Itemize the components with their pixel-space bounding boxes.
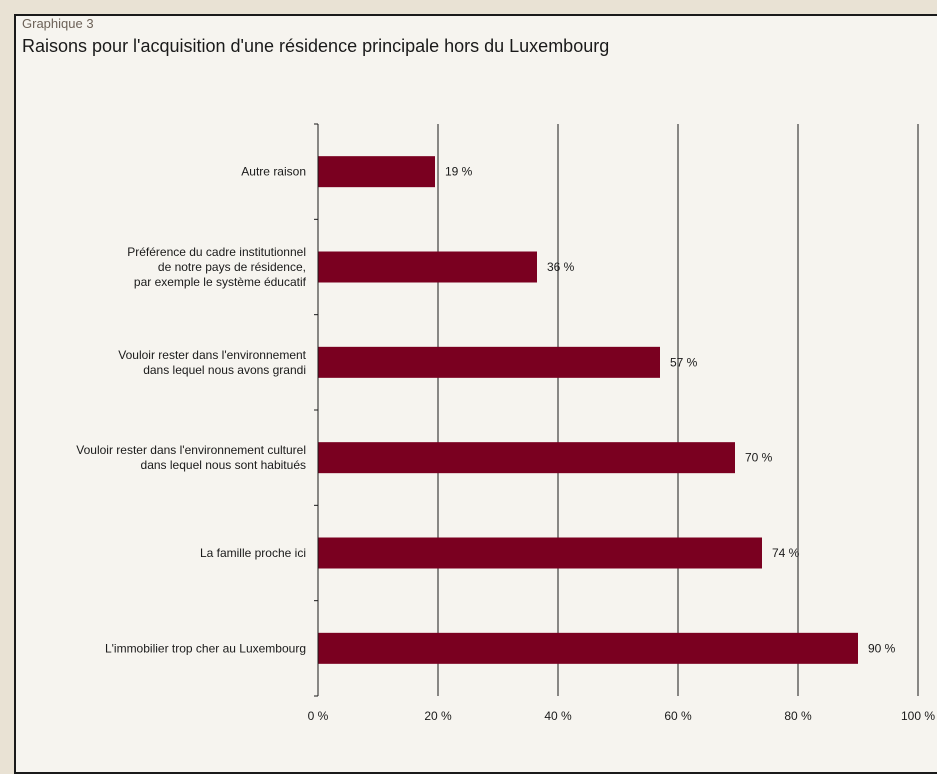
data-label: 57 %: [670, 355, 698, 369]
category-label: dans lequel nous sont habitués: [141, 458, 306, 472]
bar: [318, 632, 858, 664]
category-label: Préférence du cadre institutionnel: [127, 245, 306, 259]
bar: [318, 156, 435, 188]
category-label: Vouloir rester dans l'environnement: [118, 348, 306, 362]
data-label: 19 %: [445, 165, 473, 179]
chart-title: Raisons pour l'acquisition d'une résiden…: [22, 36, 610, 56]
x-tick-label: 60 %: [664, 709, 692, 723]
bar: [318, 251, 537, 283]
data-label: 74 %: [772, 546, 800, 560]
category-label: Autre raison: [241, 165, 306, 179]
category-label: de notre pays de résidence,: [158, 260, 306, 274]
x-tick-label: 100 %: [901, 709, 935, 723]
data-label: 70 %: [745, 451, 773, 465]
category-label: L'immobilier trop cher au Luxembourg: [105, 641, 306, 655]
data-label: 90 %: [868, 641, 896, 655]
category-label: Vouloir rester dans l'environnement cult…: [76, 443, 306, 457]
x-tick-label: 80 %: [784, 709, 812, 723]
x-tick-label: 40 %: [544, 709, 572, 723]
chart-kicker: Graphique 3: [22, 16, 94, 31]
bar: [318, 537, 762, 569]
bar: [318, 346, 660, 378]
bar: [318, 442, 735, 474]
x-tick-label: 0 %: [308, 709, 329, 723]
category-label: dans lequel nous avons grandi: [143, 363, 306, 377]
category-label: par exemple le système éducatif: [134, 275, 307, 289]
data-label: 36 %: [547, 260, 575, 274]
x-tick-label: 20 %: [424, 709, 452, 723]
category-label: La famille proche ici: [200, 546, 306, 560]
